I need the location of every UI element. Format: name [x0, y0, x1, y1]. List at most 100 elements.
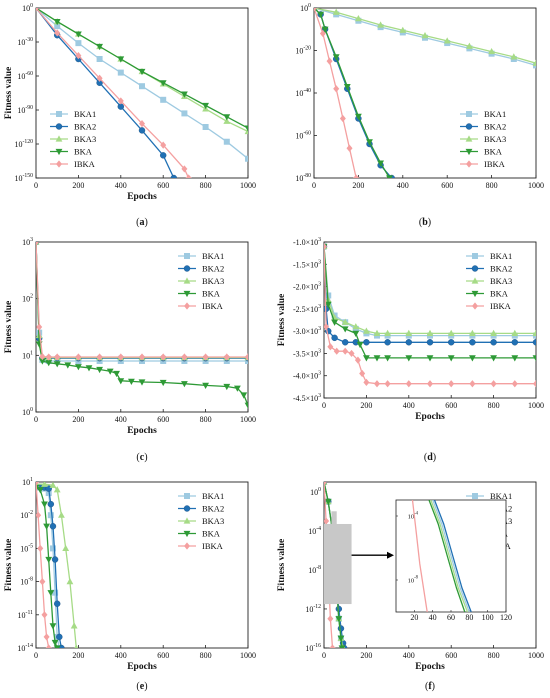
- data-point: [511, 355, 519, 362]
- data-point: [55, 148, 63, 156]
- data-point: [337, 625, 345, 632]
- data-point: [66, 578, 74, 585]
- series-bka2: [36, 8, 177, 178]
- chart-a: 0 200 400 600 800 1000 100 10-30 10-60 10-90 10-12…: [4, 3, 256, 228]
- x-tick-label: 1000: [528, 401, 544, 410]
- data-point: [43, 523, 50, 530]
- data-point: [490, 339, 497, 346]
- data-point: [373, 355, 381, 362]
- series-ibka: [36, 8, 192, 178]
- data-point: [490, 355, 497, 362]
- data-point: [52, 589, 59, 596]
- data-point: [426, 355, 434, 362]
- plot-area: [36, 242, 248, 409]
- data-point: [53, 486, 61, 493]
- data-point: [96, 56, 103, 62]
- data-point: [333, 85, 340, 93]
- data-point: [466, 160, 472, 168]
- data-point: [244, 402, 248, 409]
- data-point: [326, 57, 333, 65]
- data-point: [181, 353, 188, 361]
- x-tick-label: 800: [200, 415, 212, 424]
- data-point: [324, 301, 332, 308]
- data-point: [41, 482, 48, 487]
- x-tick-label: 400: [403, 401, 415, 410]
- data-point: [471, 290, 479, 298]
- y-tick-label: -1.5×103: [293, 259, 321, 269]
- data-point: [70, 622, 78, 629]
- data-point: [39, 578, 46, 586]
- data-point: [405, 339, 412, 346]
- series-line: [36, 8, 175, 178]
- data-point: [465, 135, 473, 142]
- series-ibka: [36, 242, 248, 361]
- inset-series-line: [430, 500, 469, 612]
- legend-label: BKA1: [484, 109, 506, 119]
- data-point: [181, 110, 188, 117]
- inset-x-tick-label: 20: [410, 613, 418, 622]
- series-bka3: [324, 242, 536, 336]
- data-point: [339, 114, 346, 123]
- zoom-region: [324, 523, 352, 605]
- legend-label: BKA3: [484, 134, 506, 144]
- x-tick-label: 400: [115, 415, 127, 424]
- y-tick-label: 100: [22, 3, 33, 13]
- data-point: [75, 353, 82, 361]
- data-point: [38, 358, 46, 365]
- data-point: [223, 383, 231, 391]
- y-tick-label: 10-12: [305, 604, 321, 614]
- data-point: [511, 380, 518, 388]
- chart-d: 0 200 400 600 800 1000 -1.0×103 -1.5×103 -2.0×10…: [277, 237, 544, 463]
- data-point: [36, 8, 39, 12]
- y-tick-label: -3.0×103: [293, 326, 321, 336]
- data-point: [160, 96, 167, 103]
- data-point: [386, 175, 393, 178]
- data-point: [333, 347, 340, 355]
- legend: BKA1 BKA2 BKA3 BKA IBKA: [178, 251, 224, 311]
- y-tick-label: 10-5: [20, 543, 33, 553]
- data-point: [138, 379, 146, 386]
- data-point: [54, 600, 61, 607]
- data-point: [405, 329, 413, 336]
- data-point: [472, 302, 478, 310]
- data-point: [384, 355, 391, 362]
- x-axis-label: Epochs: [415, 662, 445, 672]
- x-tick-label: 0: [312, 181, 316, 190]
- data-point: [138, 68, 146, 76]
- y-tick-label: 101: [22, 350, 33, 360]
- data-point: [355, 15, 362, 22]
- x-tick-label: 600: [441, 181, 453, 190]
- data-point: [399, 26, 407, 33]
- x-tick-label: 600: [445, 651, 457, 660]
- data-point: [511, 339, 518, 346]
- y-axis-label: Fitness value: [4, 539, 14, 592]
- data-point: [170, 174, 177, 178]
- data-point: [511, 329, 519, 336]
- zoom-region: [331, 511, 337, 541]
- data-point: [160, 141, 167, 149]
- x-axis-label: Epochs: [415, 412, 445, 422]
- legend-label: BKA: [202, 289, 221, 299]
- data-point: [159, 152, 167, 159]
- data-point: [327, 615, 334, 623]
- data-point: [36, 242, 39, 246]
- y-tick-label: 101: [22, 477, 33, 487]
- data-point: [317, 11, 325, 18]
- x-tick-label: 400: [397, 181, 409, 190]
- data-point: [49, 482, 57, 488]
- data-point: [183, 530, 191, 538]
- data-point: [41, 611, 48, 619]
- inset-x-tick-label: 100: [482, 613, 494, 622]
- data-point: [47, 590, 55, 597]
- data-point: [469, 339, 476, 346]
- x-axis-label: Epochs: [127, 192, 157, 202]
- plot-frame: [323, 241, 537, 399]
- data-point: [45, 360, 53, 367]
- data-point: [341, 326, 349, 333]
- data-point: [324, 242, 327, 251]
- data-point: [45, 556, 53, 564]
- x-tick-label: 0: [34, 415, 38, 424]
- data-point: [532, 329, 536, 336]
- data-point: [244, 127, 248, 135]
- data-point: [181, 165, 188, 173]
